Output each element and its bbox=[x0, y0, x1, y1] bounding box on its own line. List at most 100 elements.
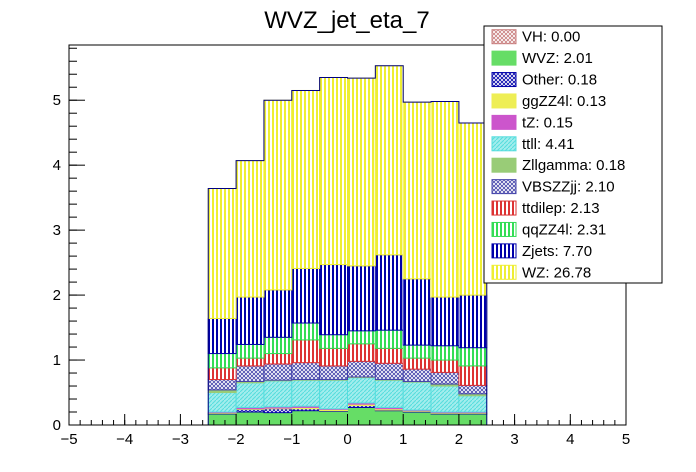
bar-10-4 bbox=[319, 264, 348, 336]
bar-9-5 bbox=[347, 330, 376, 345]
bar-10-7 bbox=[402, 278, 432, 346]
x-tick-label: −2 bbox=[228, 431, 245, 448]
bar-8-6 bbox=[374, 347, 404, 364]
bar-1-1 bbox=[235, 411, 265, 426]
bar-5-6 bbox=[374, 379, 404, 408]
bar-11-8 bbox=[430, 101, 460, 298]
bar-9-8 bbox=[430, 345, 460, 361]
bar-11-6 bbox=[374, 65, 404, 256]
x-tick-label: 2 bbox=[455, 431, 463, 448]
bar-9-1 bbox=[235, 343, 265, 359]
legend: VH: 0.00 WVZ: 2.01 Other: 0.18 ggZZ4l: 0.13… bbox=[483, 25, 663, 284]
bar-8-1 bbox=[235, 357, 265, 367]
bar-5-1 bbox=[235, 382, 265, 408]
bar-11-2 bbox=[263, 99, 293, 291]
legend-label-9: qqZZ4l: 2.31 bbox=[522, 221, 606, 238]
legend-label-11: WZ: 26.78 bbox=[522, 264, 591, 281]
axes: −5 −4 −3 −2 −1 0 1 2 3 4 5 0 1 2 3 4 5 bbox=[53, 44, 630, 448]
bar-7-7 bbox=[402, 368, 432, 382]
y-tick-label: 5 bbox=[53, 92, 61, 109]
legend-label-6: Zllgamma: 0.18 bbox=[522, 157, 625, 174]
legend-swatch-11 bbox=[491, 264, 517, 280]
bar-8-0 bbox=[207, 367, 237, 381]
legend-label-5: ttll: 4.41 bbox=[522, 136, 575, 153]
legend-swatch-6 bbox=[491, 157, 517, 173]
legend-label-3: ggZZ4l: 0.13 bbox=[522, 93, 606, 110]
y-tick-label: 3 bbox=[53, 222, 61, 239]
legend-label-8: ttdilep: 2.13 bbox=[522, 200, 600, 217]
legend-swatch-10 bbox=[491, 243, 517, 259]
bar-10-8 bbox=[430, 296, 460, 347]
stack-outline-line bbox=[207, 65, 488, 425]
bar-8-3 bbox=[291, 339, 321, 364]
x-tick-label: −5 bbox=[60, 431, 77, 448]
bar-1-5 bbox=[347, 406, 376, 426]
bar-1-4 bbox=[319, 410, 348, 426]
bar-7-8 bbox=[430, 371, 460, 385]
legend-swatch-3 bbox=[491, 93, 517, 109]
bar-11-4 bbox=[319, 76, 348, 266]
legend-swatch-2 bbox=[491, 72, 517, 88]
bar-10-9 bbox=[458, 294, 488, 349]
legend-label-10: Zjets: 7.70 bbox=[522, 243, 592, 260]
bar-9-3 bbox=[291, 322, 321, 341]
bar-8-5 bbox=[347, 343, 376, 362]
bar-10-5 bbox=[347, 265, 376, 332]
legend-swatch-8 bbox=[491, 200, 517, 216]
bar-11-3 bbox=[291, 89, 321, 269]
bar-1-0 bbox=[207, 413, 237, 426]
legend-swatch-0 bbox=[491, 29, 517, 45]
bar-9-6 bbox=[374, 329, 404, 349]
bar-5-3 bbox=[291, 379, 321, 407]
legend-label-7: VBSZZjj: 2.10 bbox=[522, 179, 615, 196]
bar-11-1 bbox=[235, 160, 265, 298]
bar-10-3 bbox=[291, 267, 321, 324]
x-tick-label: −1 bbox=[283, 431, 300, 448]
bar-7-6 bbox=[374, 362, 404, 381]
bar-11-0 bbox=[207, 188, 237, 319]
y-tick-label: 1 bbox=[53, 352, 61, 369]
y-tick-label: 0 bbox=[53, 417, 61, 434]
bar-7-3 bbox=[291, 362, 321, 381]
x-tick-label: 0 bbox=[343, 431, 351, 448]
legend-swatch-1 bbox=[491, 50, 517, 66]
bar-2-2 bbox=[263, 408, 293, 414]
legend-label-2: Other: 0.18 bbox=[522, 72, 597, 89]
bar-1-8 bbox=[430, 413, 460, 426]
bar-9-9 bbox=[458, 347, 488, 367]
bar-8-4 bbox=[319, 347, 348, 367]
bar-1-2 bbox=[263, 412, 293, 426]
x-tick-label: 4 bbox=[566, 431, 574, 448]
stack-outline bbox=[207, 65, 488, 425]
stacked-bars bbox=[207, 65, 488, 426]
bar-11-5 bbox=[347, 77, 376, 267]
x-tick-label: 3 bbox=[510, 431, 518, 448]
bar-7-5 bbox=[347, 360, 376, 378]
legend-label-4: tZ: 0.15 bbox=[522, 114, 573, 131]
bar-9-4 bbox=[319, 334, 348, 349]
bar-8-2 bbox=[263, 353, 293, 365]
chart-title: WVZ_jet_eta_7 bbox=[264, 7, 429, 34]
x-tick-label: −4 bbox=[116, 431, 133, 448]
bar-7-0 bbox=[207, 379, 237, 391]
legend-swatch-7 bbox=[491, 179, 517, 195]
bar-10-1 bbox=[235, 296, 265, 345]
bar-9-2 bbox=[263, 336, 293, 355]
bar-9-7 bbox=[402, 344, 432, 359]
bar-8-9 bbox=[458, 365, 488, 386]
legend-box bbox=[483, 25, 663, 284]
bar-1-9 bbox=[458, 413, 488, 426]
bar-5-0 bbox=[207, 392, 237, 413]
bar-8-8 bbox=[430, 359, 460, 373]
x-tick-label: 5 bbox=[622, 431, 630, 448]
bar-11-7 bbox=[402, 101, 432, 280]
legend-swatch-4 bbox=[491, 114, 517, 130]
legend-label-0: VH: 0.00 bbox=[522, 29, 580, 46]
y-tick-label: 4 bbox=[53, 157, 61, 174]
bar-5-9 bbox=[458, 395, 488, 413]
bar-8-7 bbox=[402, 357, 432, 370]
bar-1-3 bbox=[291, 410, 321, 426]
bar-10-0 bbox=[207, 317, 237, 355]
x-tick-label: 1 bbox=[399, 431, 407, 448]
